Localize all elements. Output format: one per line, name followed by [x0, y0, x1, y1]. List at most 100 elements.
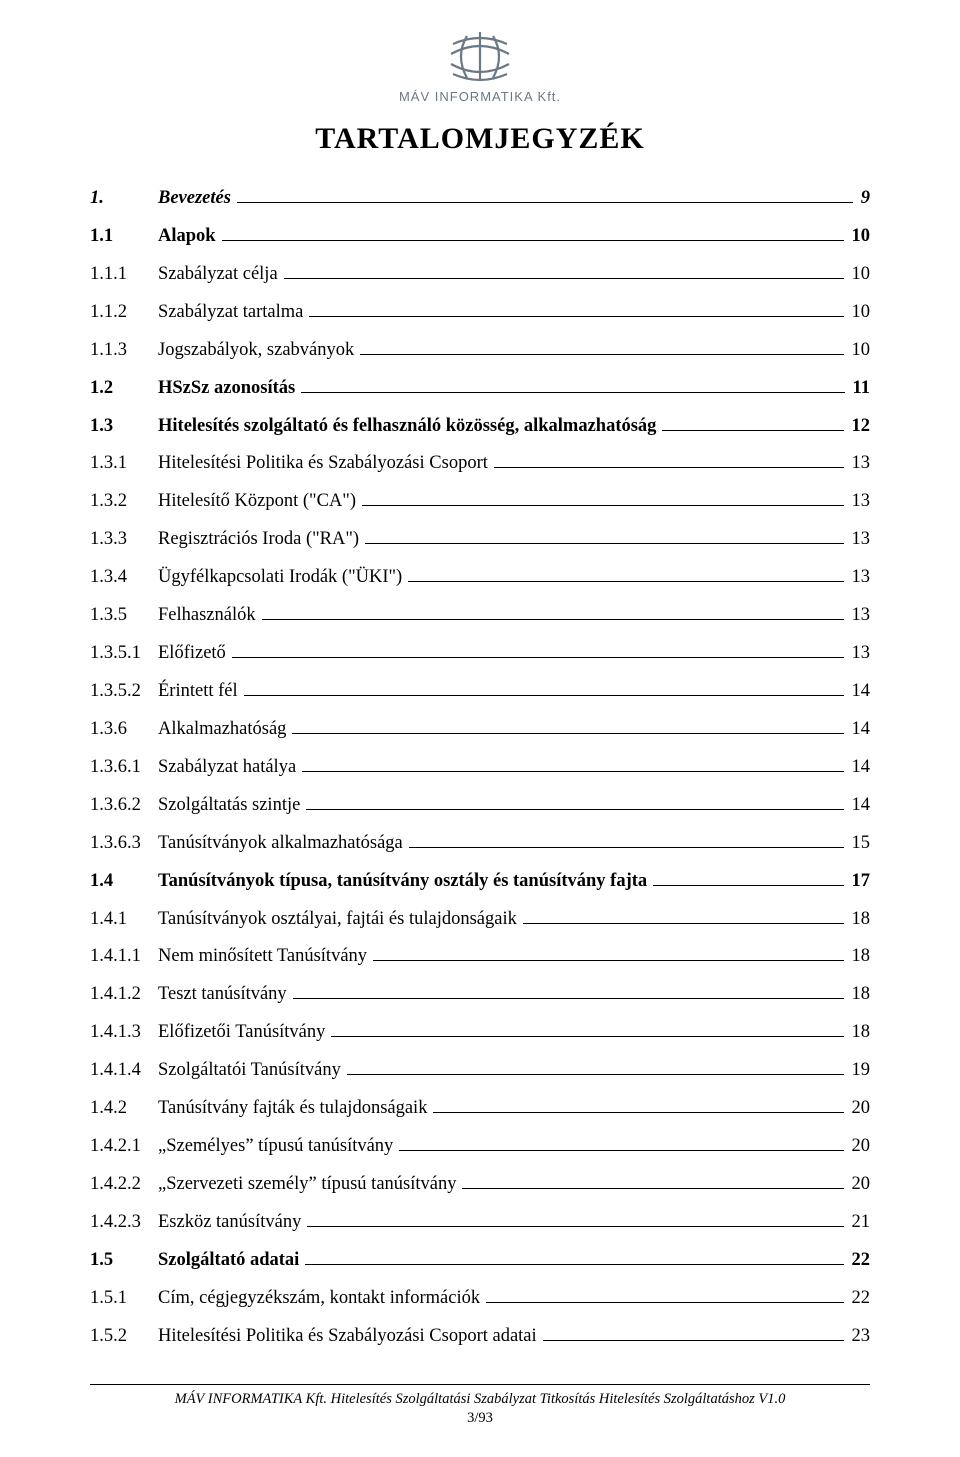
- toc-number: 1.3: [90, 408, 158, 446]
- toc-number: 1.3.2: [90, 483, 158, 521]
- toc-page-number: 14: [846, 749, 871, 787]
- toc-row: 1.3.1Hitelesítési Politika és Szabályozá…: [90, 445, 870, 483]
- toc-label: Előfizető: [158, 635, 230, 673]
- toc-leader-line: [408, 581, 843, 582]
- toc-number: 1.1.2: [90, 294, 158, 332]
- toc-label: Ügyfélkapcsolati Irodák ("ÜKI"): [158, 559, 406, 597]
- toc-label: Hitelesítési Politika és Szabályozási Cs…: [158, 445, 492, 483]
- toc-page-number: 13: [846, 445, 871, 483]
- toc-leader-line: [347, 1074, 844, 1075]
- toc-leader-line: [462, 1188, 843, 1189]
- toc-leader-line: [331, 1036, 843, 1037]
- toc-row: 1.3.6.2Szolgáltatás szintje14: [90, 787, 870, 825]
- toc-leader-line: [222, 240, 844, 241]
- toc-number: 1.4.1.3: [90, 1014, 158, 1052]
- toc-page-number: 10: [846, 332, 871, 370]
- toc-label: Előfizetői Tanúsítvány: [158, 1014, 329, 1052]
- toc-leader-line: [237, 202, 853, 203]
- toc-row: 1.4.1.3Előfizetői Tanúsítvány 18: [90, 1014, 870, 1052]
- toc-leader-line: [232, 657, 844, 658]
- toc-row: 1.3.5Felhasználók 13: [90, 597, 870, 635]
- toc-leader-line: [494, 467, 844, 468]
- toc-number: 1.3.6.3: [90, 825, 158, 863]
- toc-number: 1.1.3: [90, 332, 158, 370]
- toc-row: 1.3Hitelesítés szolgáltató és felhasznál…: [90, 408, 870, 446]
- toc-label: „Személyes” típusú tanúsítvány: [158, 1128, 397, 1166]
- toc-label: Szabályzat hatálya: [158, 749, 300, 787]
- footer-text: MÁV INFORMATIKA Kft. Hitelesítés Szolgál…: [90, 1391, 870, 1408]
- toc-page-number: 18: [846, 901, 871, 939]
- toc-number: 1.1: [90, 218, 158, 256]
- toc-page-number: 18: [846, 938, 871, 976]
- toc-number: 1.4.2: [90, 1090, 158, 1128]
- toc-page-number: 14: [846, 787, 871, 825]
- toc-row: 1.5.1Cím, cégjegyzékszám, kontakt inform…: [90, 1280, 870, 1318]
- toc-page-number: 13: [846, 483, 871, 521]
- toc-row: 1.2HSzSz azonosítás11: [90, 370, 870, 408]
- toc-leader-line: [292, 733, 843, 734]
- toc-page-number: 13: [846, 559, 871, 597]
- toc-label: Alkalmazhatóság: [158, 711, 290, 749]
- toc-label: Tanúsítványok osztályai, fajtái és tulaj…: [158, 901, 521, 939]
- toc-number: 1.3.3: [90, 521, 158, 559]
- toc-leader-line: [293, 998, 844, 999]
- toc-number: 1.3.5: [90, 597, 158, 635]
- toc-number: 1.5.1: [90, 1280, 158, 1318]
- toc-leader-line: [523, 923, 844, 924]
- toc-label: Szolgáltatás szintje: [158, 787, 304, 825]
- toc-number: 1.4.1.4: [90, 1052, 158, 1090]
- toc-page-number: 13: [846, 521, 871, 559]
- toc-leader-line: [306, 809, 843, 810]
- toc-leader-line: [305, 1264, 843, 1265]
- toc-number: 1.4.1: [90, 901, 158, 939]
- toc-page-number: 18: [846, 976, 871, 1014]
- toc-row: 1.3.6Alkalmazhatóság14: [90, 711, 870, 749]
- toc-label: Felhasználók: [158, 597, 260, 635]
- toc-page-number: 13: [846, 597, 871, 635]
- table-of-contents: 1.Bevezetés91.1Alapok101.1.1Szabályzat c…: [90, 180, 870, 1356]
- toc-leader-line: [433, 1112, 843, 1113]
- toc-label: Jogszabályok, szabványok: [158, 332, 358, 370]
- toc-row: 1.1Alapok10: [90, 218, 870, 256]
- toc-label: Hitelesítési Politika és Szabályozási Cs…: [158, 1318, 541, 1356]
- page: MÁV INFORMATIKA Kft. TARTALOMJEGYZÉK 1.B…: [0, 0, 960, 1457]
- toc-page-number: 23: [846, 1318, 871, 1356]
- toc-row: 1.3.6.1Szabályzat hatálya14: [90, 749, 870, 787]
- toc-row: 1.4.1.4Szolgáltatói Tanúsítvány19: [90, 1052, 870, 1090]
- toc-leader-line: [365, 543, 843, 544]
- toc-page-number: 14: [846, 673, 871, 711]
- toc-row: 1.3.4Ügyfélkapcsolati Irodák ("ÜKI")13: [90, 559, 870, 597]
- toc-row: 1.4.2.3Eszköz tanúsítvány21: [90, 1204, 870, 1242]
- toc-row: 1.4Tanúsítványok típusa, tanúsítvány osz…: [90, 863, 870, 901]
- toc-row: 1.4.1.2Teszt tanúsítvány18: [90, 976, 870, 1014]
- toc-page-number: 15: [846, 825, 871, 863]
- toc-label: Szolgáltató adatai: [158, 1242, 303, 1280]
- toc-leader-line: [399, 1150, 843, 1151]
- toc-number: 1.3.6: [90, 711, 158, 749]
- toc-number: 1.5.2: [90, 1318, 158, 1356]
- toc-page-number: 19: [846, 1052, 871, 1090]
- toc-page-number: 18: [846, 1014, 871, 1052]
- toc-page-number: 9: [855, 180, 870, 218]
- toc-row: 1.3.5.2Érintett fél14: [90, 673, 870, 711]
- toc-number: 1.3.5.1: [90, 635, 158, 673]
- page-title: TARTALOMJEGYZÉK: [90, 122, 870, 156]
- toc-row: 1.3.6.3Tanúsítványok alkalmazhatósága15: [90, 825, 870, 863]
- toc-leader-line: [486, 1302, 843, 1303]
- footer-page-number: 3/93: [90, 1410, 870, 1427]
- toc-label: Hitelesítő Központ ("CA"): [158, 483, 360, 521]
- toc-number: 1.: [90, 180, 158, 218]
- toc-leader-line: [284, 278, 844, 279]
- toc-label: „Szervezeti személy” típusú tanúsítvány: [158, 1166, 460, 1204]
- toc-row: 1.1.1Szabályzat célja10: [90, 256, 870, 294]
- toc-number: 1.4.2.2: [90, 1166, 158, 1204]
- toc-label: Cím, cégjegyzékszám, kontakt információk: [158, 1280, 484, 1318]
- toc-label: Nem minősített Tanúsítvány: [158, 938, 371, 976]
- toc-label: Regisztrációs Iroda ("RA"): [158, 521, 363, 559]
- toc-label: Teszt tanúsítvány: [158, 976, 291, 1014]
- toc-page-number: 22: [846, 1242, 871, 1280]
- toc-leader-line: [662, 430, 843, 431]
- toc-number: 1.4: [90, 863, 158, 901]
- toc-label: Eszköz tanúsítvány: [158, 1204, 305, 1242]
- toc-number: 1.4.2.1: [90, 1128, 158, 1166]
